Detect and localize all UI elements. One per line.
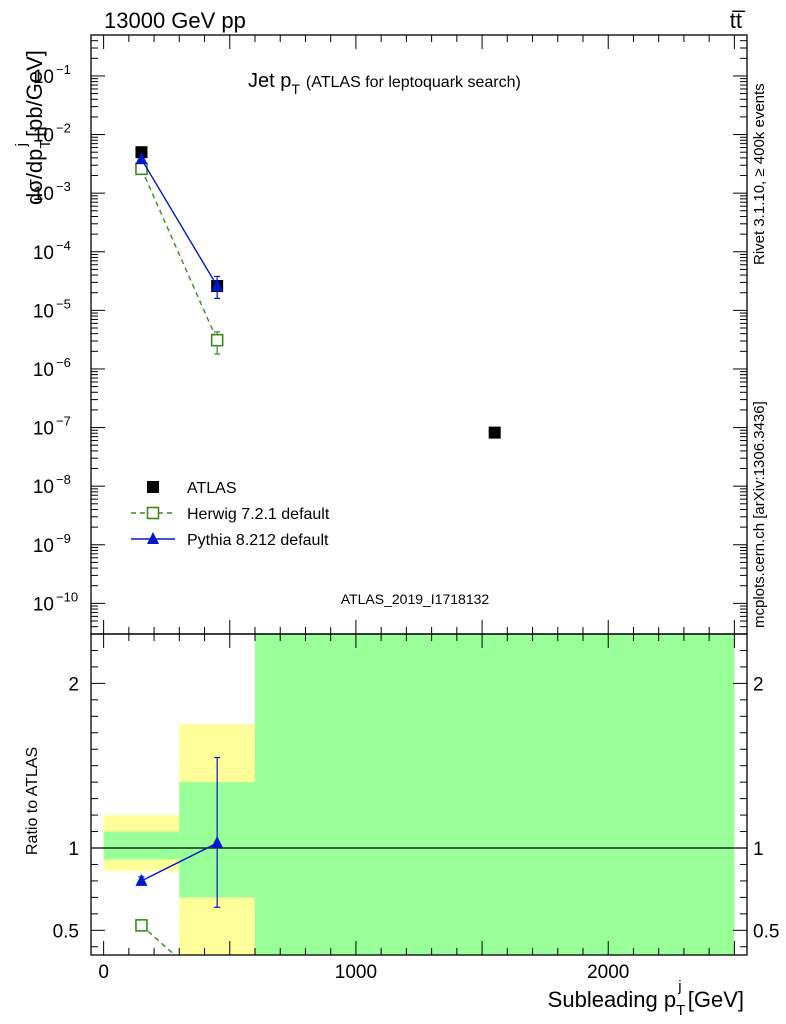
pythia-8-212-default-line [140,158,218,287]
main-y-tick-exponent: −9 [56,531,71,546]
main-y-tick-label: 10 [33,594,54,615]
legend-marker-herwig-7-2-1-default [146,506,160,520]
main-y-tick-label: 10 [33,477,54,498]
main-y-tick-label: 10 [33,67,54,88]
herwig-7-2-1-default-point [135,919,148,932]
main-y-tick-exponent: −6 [56,355,71,370]
atlas-point [488,426,501,439]
ratio-y-tick-label-right: 1 [753,839,764,860]
herwig-7-2-1-default-line [140,168,218,341]
pythia-8-212-default-point [135,873,148,886]
header-left: 13000 GeV pp [104,8,246,33]
main-y-tick-exponent: −5 [56,296,71,311]
x-axis-label: Subleading pTj [GeV] [548,978,744,1019]
legend-label-herwig-7-2-1-default: Herwig 7.2.1 default [187,506,330,523]
legend-marker-pythia-8-212-default [147,532,159,544]
pythia-8-212-default-point [135,152,148,165]
pythia-8-212-default-point [211,836,224,849]
ratio-y-tick-label-left: 1 [68,839,79,860]
main-y-tick-exponent: −7 [56,414,71,429]
ratio-y-tick-label-left: 0.5 [53,921,79,942]
ratio-y-label: Ratio to ATLAS [24,747,41,855]
main-y-tick-label: 10 [33,126,54,147]
main-y-tick-exponent: −1 [56,62,71,77]
herwig-7-2-1-default-point [210,333,224,347]
main-y-tick-label: 10 [33,536,54,557]
main-y-tick-exponent: −4 [56,238,71,253]
main-y-tick-label: 10 [33,184,54,205]
header-right: tt̅ [730,8,746,33]
main-y-tick-label: 10 [33,243,54,264]
main-y-tick-exponent: −8 [56,472,71,487]
mcplots-label: mcplots.cern.ch [arXiv:1306.3436] [751,401,768,628]
ratio-frame [90,633,748,956]
main-y-tick-exponent: −2 [56,121,71,136]
main-y-tick-label: 10 [33,360,54,381]
herwig-7-2-1-default-point [212,987,223,998]
x-tick-label: 1000 [335,962,377,983]
analysis-watermark: ATLAS_2019_I1718132 [341,591,490,607]
rivet-label: Rivet 3.1.10, ≥ 400k events [751,83,768,265]
legend-label-pythia-8-212-default: Pythia 8.212 default [187,532,329,549]
main-y-tick-label: 10 [33,301,54,322]
plot-title: Jet pT (ATLAS for leptoquark search) [248,70,521,97]
x-tick-label: 2000 [587,962,629,983]
ratio-y-tick-label-right: 2 [753,674,764,695]
ratio-y-tick-label-right: 0.5 [753,921,779,942]
main-y-tick-exponent: −3 [56,179,71,194]
legend-marker-atlas [147,481,159,493]
y-axis-label: dσ/dpTj [pb/GeV] [13,50,54,205]
legend-label-atlas: ATLAS [187,480,237,497]
main-y-tick-exponent: −10 [56,589,78,604]
ratio-band-green-2 [255,634,735,955]
pythia-8-212-default-point [211,279,224,292]
x-tick-label: 0 [98,962,109,983]
pythia-8-212-default-line [141,842,218,882]
main-y-tick-label: 10 [33,419,54,440]
ratio-y-tick-label-left: 2 [68,674,79,695]
ratio-band-green-0 [103,831,180,860]
